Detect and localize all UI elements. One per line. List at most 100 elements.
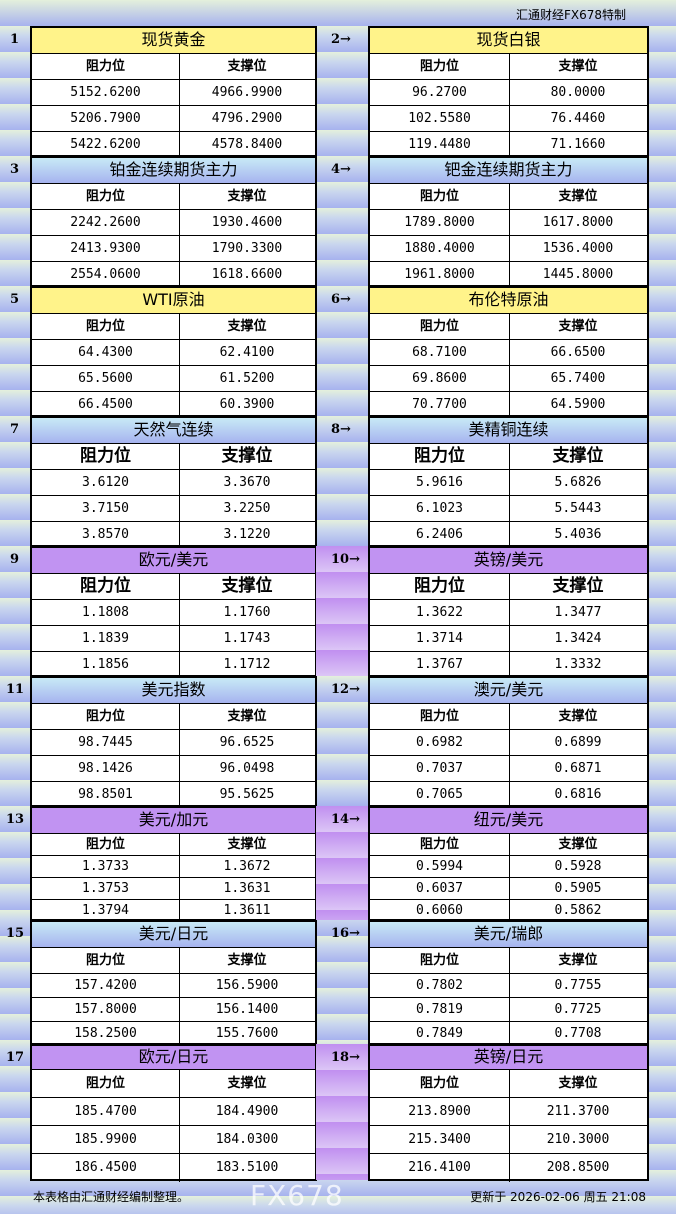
support-value: 4578.8400 [211, 137, 283, 152]
table-row: 98.7445 96.6525 [32, 730, 315, 756]
section-number-text: 6 [331, 292, 341, 307]
support-value: 0.5928 [554, 859, 602, 874]
column-header-row: 阻力位 支撑位 [370, 184, 647, 210]
column-header-row: 阻力位 支撑位 [32, 54, 315, 80]
section-title: 钯金连续期货主力 [370, 158, 647, 184]
support-value: 184.0300 [215, 1132, 279, 1147]
support-value: 4966.9900 [211, 85, 283, 100]
column-header-row: 阻力位 支撑位 [370, 704, 647, 730]
quote-table-5: WTI原油 阻力位 支撑位 64.4300 62.4100 65.5600 61.5200 6… [30, 286, 317, 418]
resistance-value: 2242.2600 [32, 210, 180, 235]
resistance-value: 102.5580 [370, 106, 510, 131]
support-value: 3.3670 [223, 475, 271, 490]
resistance-value: 213.8900 [370, 1098, 510, 1125]
support-value: 1617.8000 [542, 215, 614, 230]
column-header-row: 阻力位 支撑位 [32, 314, 315, 340]
section-number: 7 [10, 422, 19, 437]
section-number-text: 9 [10, 552, 20, 567]
section-number: 3 [10, 162, 19, 177]
support-value: 184.4900 [215, 1104, 279, 1119]
arrow-right-icon: → [349, 926, 360, 941]
resistance-header: 阻力位 [32, 1070, 180, 1097]
column-header-row: 阻力位 支撑位 [32, 704, 315, 730]
section-number-text: 4 [331, 162, 341, 177]
quote-table-3: 铂金连续期货主力 阻力位 支撑位 2242.2600 1930.4600 2413.930… [30, 156, 317, 288]
table-row: 215.3400 210.3000 [370, 1126, 647, 1154]
resistance-header: 阻力位 [370, 314, 510, 339]
support-value: 1.1712 [223, 657, 271, 672]
arrow-right-icon: → [349, 812, 360, 827]
section-title: 美元/加元 [32, 808, 315, 834]
section-number-text: 16 [331, 926, 350, 941]
support-value: 210.3000 [546, 1132, 610, 1147]
resistance-value: 0.7819 [370, 998, 510, 1021]
section-number: 15 [6, 926, 24, 941]
table-row: 0.7802 0.7755 [370, 974, 647, 998]
table-row: 1.3767 1.3332 [370, 652, 647, 678]
section-number: 16→ [331, 926, 360, 941]
resistance-header: 阻力位 [370, 948, 510, 973]
support-value: 1445.8000 [542, 267, 614, 282]
support-value: 0.6816 [554, 787, 602, 802]
top-bar: 汇通财经FX678特制 [0, 0, 676, 26]
resistance-value: 0.6982 [370, 730, 510, 755]
section-title: 布伦特原油 [370, 288, 647, 314]
column-header-row: 阻力位 支撑位 [32, 1070, 315, 1098]
support-value: 208.8500 [546, 1160, 610, 1175]
resistance-value: 1.3794 [32, 900, 180, 922]
support-value: 183.5100 [215, 1160, 279, 1175]
section-number: 11 [6, 682, 24, 697]
table-row: 5422.6200 4578.8400 [32, 132, 315, 158]
section-number-text: 10 [331, 552, 350, 567]
support-value: 60.3900 [219, 397, 275, 412]
section-title: 欧元/美元 [32, 548, 315, 574]
support-value: 66.6500 [550, 345, 606, 360]
section-title: 美元/瑞郎 [370, 922, 647, 948]
resistance-value: 0.5994 [370, 856, 510, 877]
column-header-row: 阻力位 支撑位 [32, 444, 315, 470]
table-row: 98.1426 96.0498 [32, 756, 315, 782]
support-value: 1790.3300 [211, 241, 283, 256]
arrow-right-icon: → [349, 682, 360, 697]
resistance-header: 阻力位 [370, 1070, 510, 1097]
support-header: 支撑位 [558, 319, 598, 334]
table-row: 64.4300 62.4100 [32, 340, 315, 366]
resistance-header: 阻力位 [370, 54, 510, 79]
arrow-right-icon: → [340, 162, 351, 177]
resistance-value: 1.1808 [32, 600, 180, 625]
section-number-text: 18 [331, 1050, 350, 1065]
quote-table-18: 英镑/日元 阻力位 支撑位 213.8900 211.3700 215.3400 210.3… [368, 1044, 649, 1182]
support-value: 1930.4600 [211, 215, 283, 230]
resistance-value: 186.4500 [32, 1154, 180, 1182]
footer-updated: 更新于 2026-02-06 周五 21:08 [470, 1190, 646, 1204]
table-row: 70.7700 64.5900 [370, 392, 647, 418]
resistance-value: 216.4100 [370, 1154, 510, 1182]
section-number: 6→ [331, 292, 351, 307]
section-title: 天然气连续 [32, 418, 315, 444]
section-number-text: 13 [6, 812, 25, 827]
section-number: 13 [6, 812, 24, 827]
resistance-value: 0.7849 [370, 1022, 510, 1046]
column-header-row: 阻力位 支撑位 [370, 948, 647, 974]
resistance-value: 1880.4000 [370, 236, 510, 261]
arrow-right-icon: → [340, 422, 351, 437]
resistance-value: 2554.0600 [32, 262, 180, 288]
resistance-value: 215.3400 [370, 1126, 510, 1153]
table-row: 1961.8000 1445.8000 [370, 262, 647, 288]
quote-table-9: 欧元/美元 阻力位 支撑位 1.1808 1.1760 1.1839 1.1743 1.185… [30, 546, 317, 678]
resistance-value: 185.4700 [32, 1098, 180, 1125]
quote-table-6: 布伦特原油 阻力位 支撑位 68.7100 66.6500 69.8600 65.7400 7… [368, 286, 649, 418]
arrow-right-icon: → [340, 292, 351, 307]
support-value: 71.1660 [550, 137, 606, 152]
support-header: 支撑位 [552, 576, 604, 596]
support-value: 61.5200 [219, 371, 275, 386]
resistance-value: 1.3733 [32, 856, 180, 877]
table-row: 1.3794 1.3611 [32, 900, 315, 922]
resistance-value: 3.6120 [32, 470, 180, 495]
table-row: 3.6120 3.3670 [32, 470, 315, 496]
support-header: 支撑位 [558, 59, 598, 74]
section-title: 美精铜连续 [370, 418, 647, 444]
support-value: 3.1220 [223, 527, 271, 542]
support-value: 0.7755 [554, 978, 602, 993]
resistance-value: 6.2406 [370, 522, 510, 548]
